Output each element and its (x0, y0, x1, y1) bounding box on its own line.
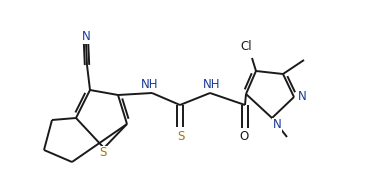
Text: NH: NH (203, 79, 221, 92)
Text: N: N (273, 119, 281, 132)
Text: S: S (99, 147, 107, 160)
Text: N: N (82, 31, 90, 44)
Text: O: O (239, 130, 249, 143)
Text: N: N (298, 89, 306, 102)
Text: NH: NH (141, 79, 159, 92)
Text: S: S (177, 130, 185, 143)
Text: Cl: Cl (240, 40, 252, 53)
